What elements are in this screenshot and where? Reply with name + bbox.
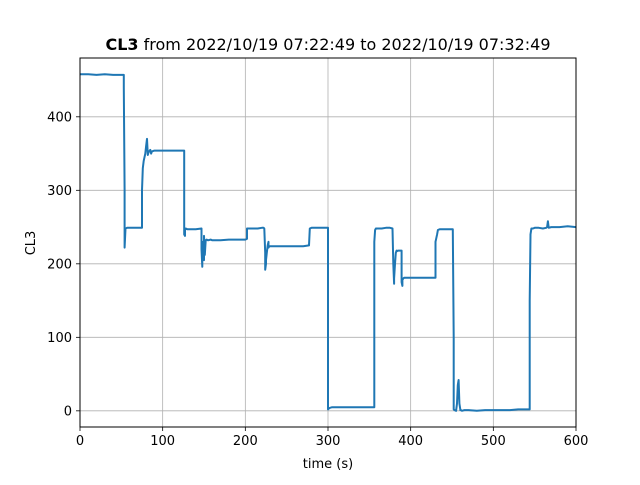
y-tick-label: 400 <box>47 110 72 125</box>
chart-title-bold: CL3 <box>105 35 138 54</box>
y-tick-label: 300 <box>47 184 72 199</box>
x-tick-label: 0 <box>76 434 84 449</box>
y-axis-label: CL3 <box>24 231 39 256</box>
x-tick-label: 100 <box>150 434 175 449</box>
x-tick-label: 600 <box>564 434 589 449</box>
chart-title: CL3 from 2022/10/19 07:22:49 to 2022/10/… <box>105 35 550 54</box>
x-axis-label: time (s) <box>303 457 353 472</box>
chart-title-rest: from 2022/10/19 07:22:49 to 2022/10/19 0… <box>139 35 551 54</box>
x-tick-label: 300 <box>316 434 341 449</box>
axis-ticks: 0 100 200 300 400 500 600 0 100 200 300 400 <box>47 110 588 449</box>
y-tick-label: 0 <box>64 404 72 419</box>
series-layer <box>80 73 577 412</box>
x-tick-label: 400 <box>398 434 423 449</box>
series-line-cl3 <box>80 73 577 412</box>
x-tick-label: 200 <box>233 434 258 449</box>
y-tick-label: 100 <box>47 331 72 346</box>
y-tick-label: 200 <box>47 257 72 272</box>
x-tick-label: 500 <box>481 434 506 449</box>
